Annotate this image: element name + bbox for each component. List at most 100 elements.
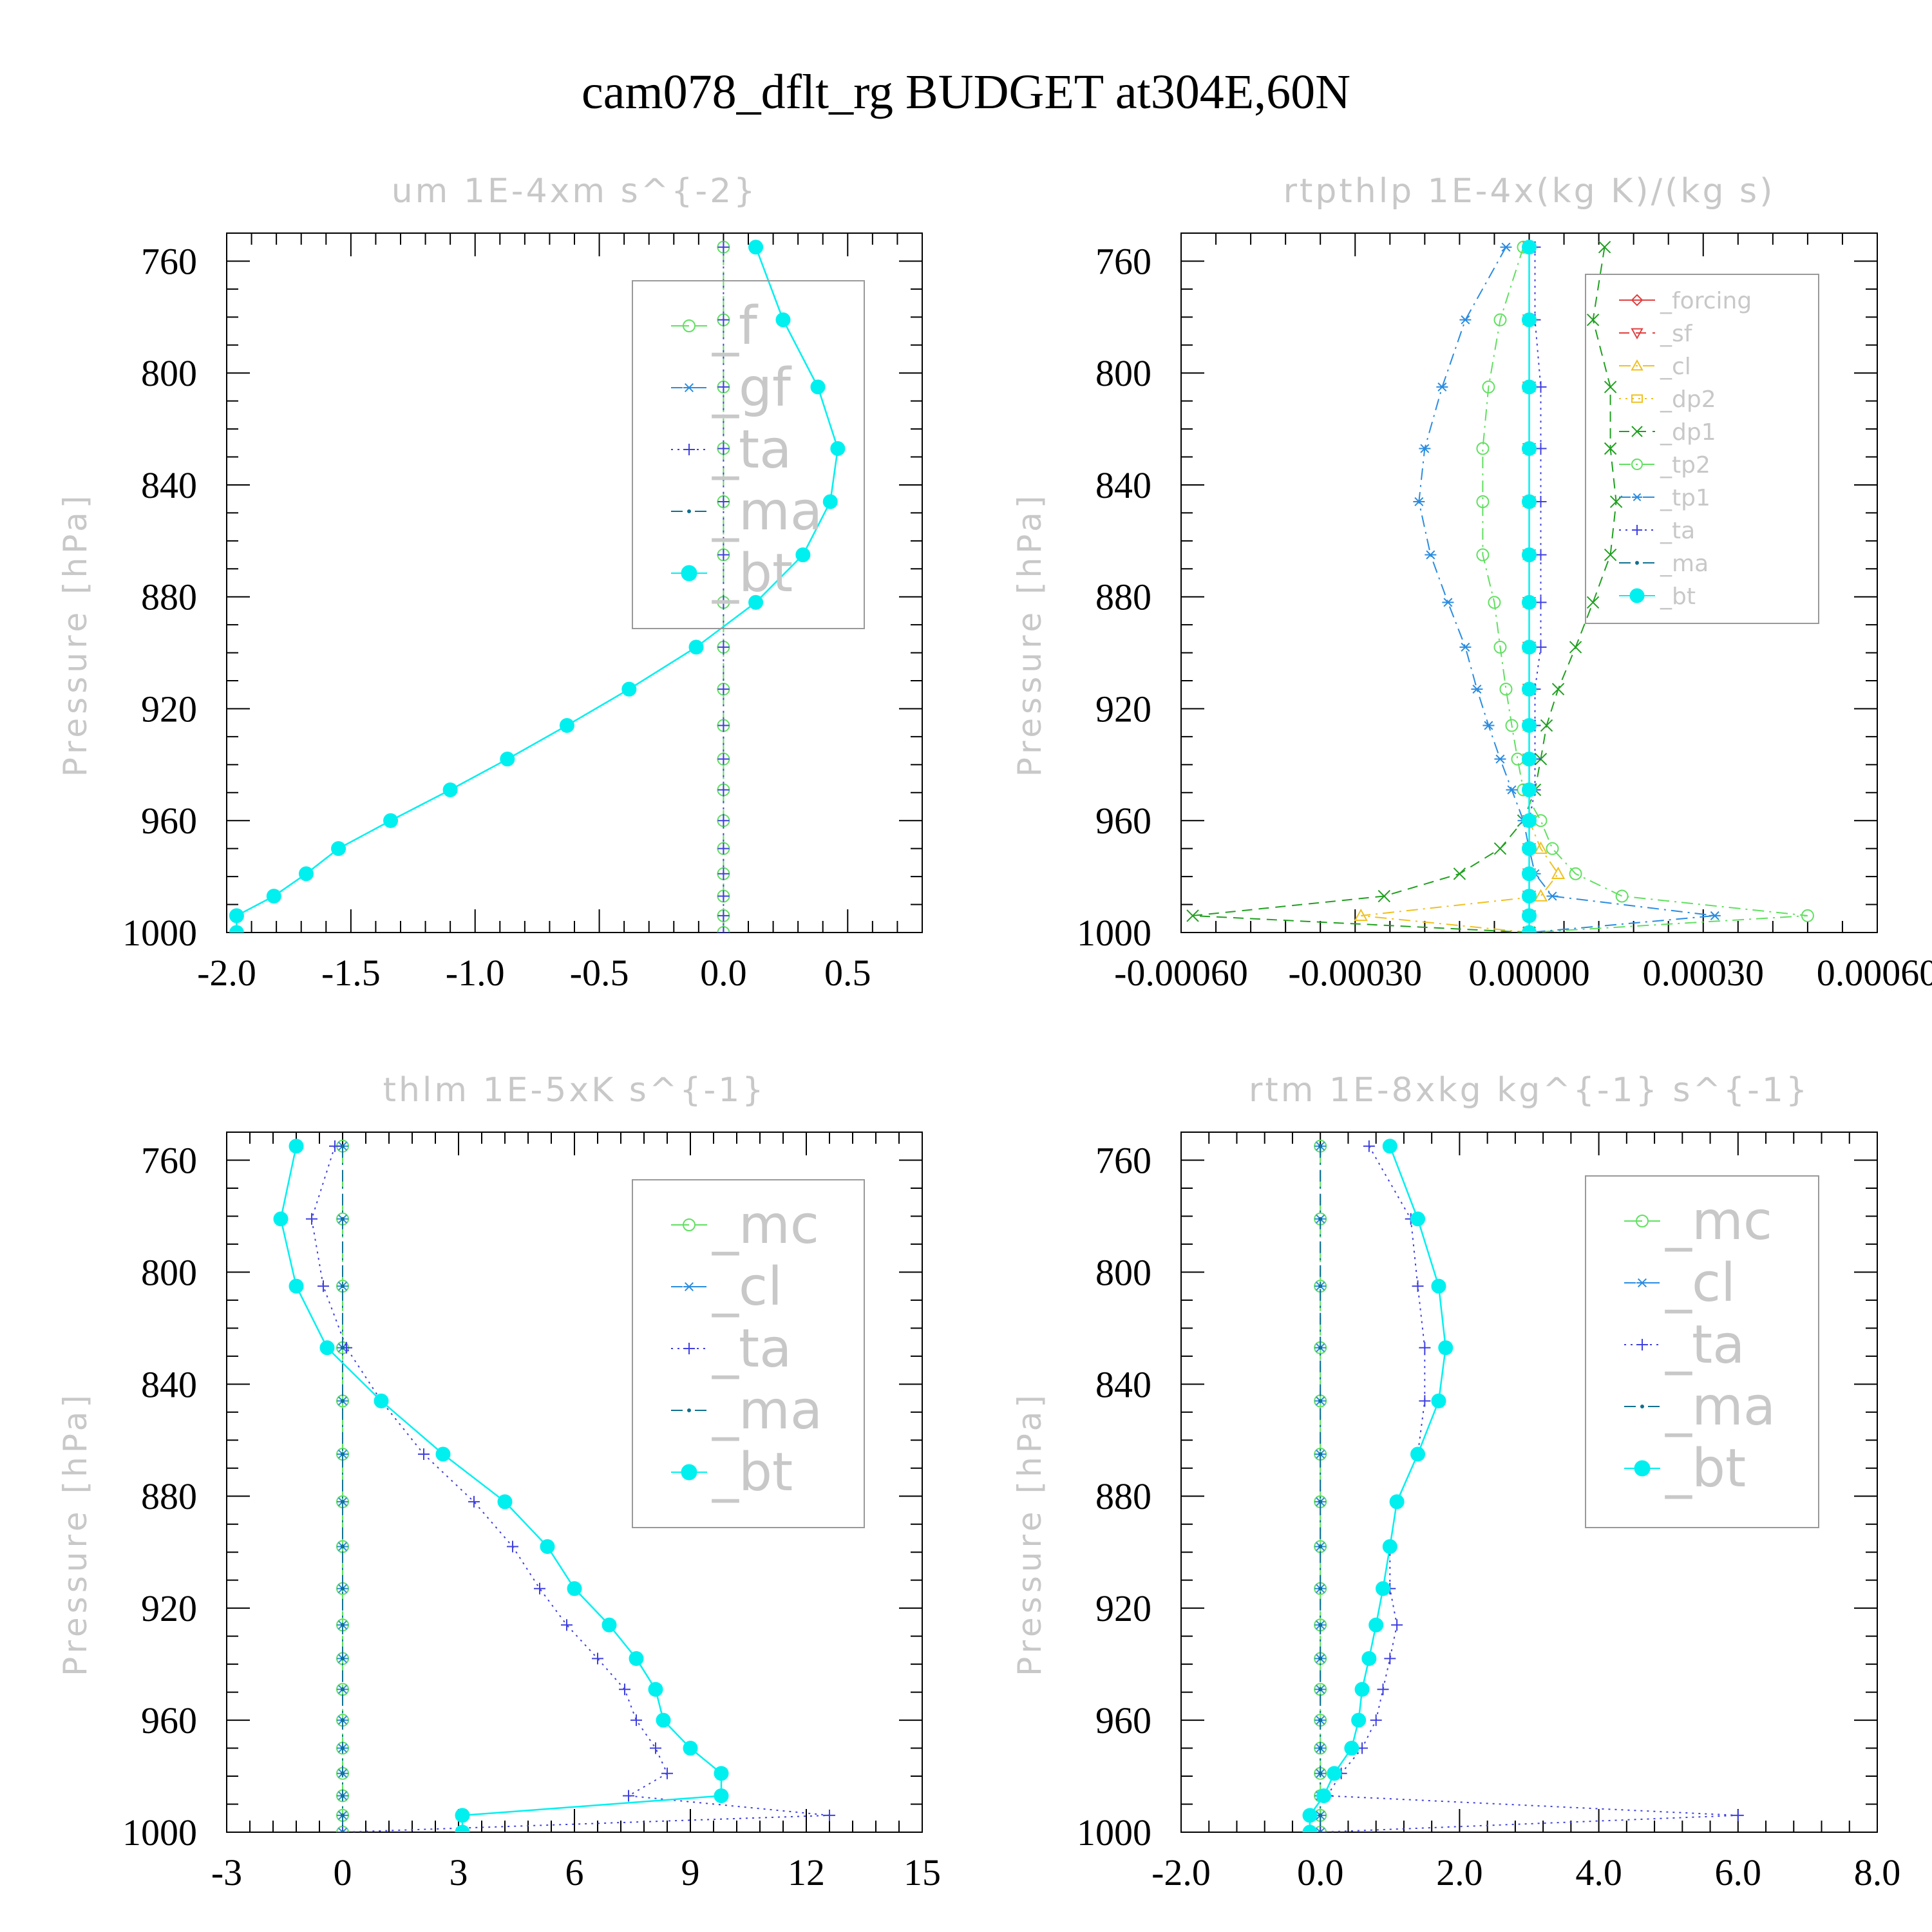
y-tick-label: 880: [1095, 1475, 1151, 1517]
data-point: [601, 1617, 617, 1633]
data-point: [1482, 721, 1495, 730]
data-point: [1569, 641, 1582, 654]
data-point: [1604, 381, 1617, 393]
data-point: [1318, 1687, 1323, 1692]
legend-label: _bt: [1665, 1438, 1746, 1499]
plot-frame: [1180, 1132, 1878, 1833]
legend-label: _ma: [712, 481, 822, 542]
data-point: [1471, 685, 1483, 694]
data-point: [1522, 866, 1537, 882]
x-tick-label: 0.00000: [1468, 952, 1590, 994]
legend-label: _gf: [712, 357, 792, 419]
legend-label: _sf: [1660, 321, 1693, 347]
data-point: [1318, 1399, 1323, 1403]
data-point: [329, 1140, 341, 1152]
y-tick-label: 880: [1095, 576, 1151, 618]
data-point: [468, 1495, 480, 1508]
data-point: [1413, 497, 1425, 507]
y-tick-label: 1000: [122, 912, 197, 954]
data-point: [540, 1539, 555, 1555]
data-point: [1436, 382, 1448, 392]
data-point: [629, 1651, 644, 1666]
data-point: [717, 683, 730, 696]
data-point: [619, 1683, 630, 1696]
data-point: [341, 1499, 345, 1504]
data-point: [442, 782, 458, 797]
legend-box: [632, 280, 865, 629]
data-point: [455, 1824, 470, 1832]
x-tick-label: -2.0: [197, 952, 256, 994]
data-point: [273, 1211, 289, 1227]
series-line-ta: [310, 1146, 830, 1832]
legend-label: _cl: [1660, 354, 1691, 380]
chart-panel-3: thlm 1E-5xK s^{-1} Pressure [hPa] 760 800 84…: [57, 1071, 941, 1893]
series-line-tp1: [1418, 247, 1715, 933]
data-point: [1522, 240, 1537, 255]
data-point: [1410, 1211, 1426, 1227]
y-tick-label: 880: [141, 576, 197, 618]
data-point: [1361, 1651, 1377, 1666]
data-point: [337, 1827, 348, 1832]
series-line-bt: [1309, 1146, 1447, 1832]
series-line-ta: [1320, 1146, 1738, 1832]
data-point: [1318, 1771, 1323, 1776]
series-line-bt: [279, 1146, 723, 1832]
x-tick-label: 0.0: [700, 952, 747, 994]
data-point: [1318, 1544, 1323, 1549]
series-group: [1302, 1139, 1744, 1832]
data-point: [418, 1448, 430, 1461]
data-point: [1551, 683, 1565, 696]
data-point: [1801, 909, 1814, 922]
data-point: [341, 1623, 345, 1627]
legend-marker: [683, 444, 695, 455]
data-point: [1522, 718, 1537, 734]
data-point: [383, 813, 399, 828]
x-tick-label: 4.0: [1575, 1852, 1622, 1893]
legend-box: [1585, 1175, 1819, 1528]
legend-label: _mc: [712, 1195, 819, 1256]
data-point: [1316, 1788, 1332, 1803]
legend-marker: [1640, 1405, 1644, 1408]
data-point: [567, 1581, 582, 1596]
data-point: [1382, 1539, 1397, 1555]
series-line-ta: [1528, 247, 1542, 933]
legend-label: _bt: [712, 1442, 793, 1503]
data-point: [1368, 1617, 1384, 1633]
data-point: [717, 596, 730, 609]
legend-label: _cl: [1665, 1253, 1736, 1314]
data-point: [830, 440, 846, 456]
data-point: [289, 1278, 304, 1294]
data-point: [717, 842, 730, 855]
series-group: [273, 1139, 835, 1832]
y-tick-label: 760: [1095, 240, 1151, 282]
data-point: [717, 867, 730, 880]
data-point: [1586, 313, 1600, 327]
data-point: [1493, 640, 1507, 654]
data-point: [717, 314, 730, 326]
panel-title: rtm 1E-8xkg kg^{-1} s^{-1}: [1249, 1071, 1810, 1110]
data-point: [1499, 683, 1513, 696]
legend-marker: [687, 509, 691, 513]
data-point: [810, 379, 826, 395]
data-point: [341, 1813, 345, 1817]
chart-panel-1: um 1E-4xm s^{-2} Pressure [hPa] 760 800 840 8…: [57, 172, 923, 994]
y-tick-label: 1000: [1077, 1812, 1151, 1853]
legend-marker: [1631, 459, 1643, 470]
data-point: [1533, 889, 1548, 902]
data-point: [1522, 379, 1537, 395]
legend: _f_gf_ta_ma_bt: [632, 280, 865, 629]
data-point: [1344, 1741, 1359, 1756]
chart-panel-4: rtm 1E-8xkg kg^{-1} s^{-1} Pressure [hPa]…: [1011, 1071, 1900, 1893]
data-point: [1609, 495, 1623, 508]
data-point: [717, 753, 730, 765]
legend-label: _forcing: [1660, 288, 1752, 314]
x-tick-label: 9: [681, 1852, 700, 1893]
legend-label: _ta: [712, 419, 791, 480]
series-group: [1186, 240, 1814, 933]
data-point: [341, 1217, 345, 1221]
data-point: [1412, 1280, 1424, 1293]
data-point: [341, 1452, 345, 1457]
data-point: [497, 1494, 513, 1510]
x-tick-label: 2.0: [1436, 1852, 1483, 1893]
data-point: [374, 1393, 389, 1408]
